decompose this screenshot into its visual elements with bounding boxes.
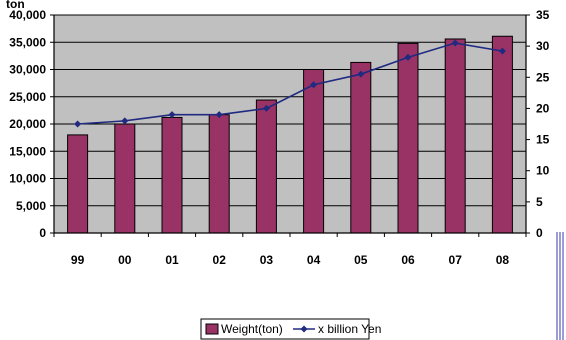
x-tick-label: 99: [71, 253, 85, 267]
x-tick-label: 04: [307, 253, 321, 267]
legend-swatch-marker: [300, 325, 308, 333]
legend-label-yen: x billion Yen: [318, 322, 381, 336]
left-tick-label: 40,000: [9, 8, 46, 22]
line-point: [310, 81, 318, 89]
x-tick-label: 02: [213, 253, 227, 267]
right-tick-label: 35: [536, 8, 550, 22]
bar: [444, 38, 466, 234]
left-tick-label: 20,000: [9, 117, 46, 131]
right-tick-label: 15: [536, 133, 550, 147]
x-tick-label: 05: [354, 253, 368, 267]
bar: [208, 114, 230, 234]
bar: [255, 99, 277, 234]
line-point: [451, 39, 459, 47]
x-tick-label: 08: [496, 253, 510, 267]
legend-label-weight: Weight(ton): [221, 322, 283, 336]
right-tick-label: 0: [536, 226, 543, 240]
bar: [161, 116, 183, 234]
right-tick-label: 25: [536, 70, 550, 84]
x-tick-label: 00: [118, 253, 132, 267]
legend-box: [200, 318, 370, 340]
x-tick-label: 06: [401, 253, 415, 267]
left-tick-label: 15,000: [9, 144, 46, 158]
bar: [350, 61, 372, 234]
right-tick-label: 30: [536, 39, 550, 53]
left-axis-unit-label: ton: [6, 0, 25, 11]
x-tick-label: 01: [165, 253, 179, 267]
left-tick-label: 35,000: [9, 35, 46, 49]
line-point: [168, 111, 176, 119]
right-tick-label: 10: [536, 164, 550, 178]
left-tick-label: 0: [39, 226, 46, 240]
line-point: [74, 120, 82, 128]
line-point: [357, 70, 365, 78]
left-tick-label: 30,000: [9, 63, 46, 77]
line-point: [498, 47, 506, 55]
line-point: [404, 53, 412, 61]
line-point: [121, 117, 129, 125]
bar: [397, 42, 419, 234]
bar: [303, 69, 325, 234]
line-point: [215, 111, 223, 119]
x-tick-label: 07: [449, 253, 463, 267]
left-tick-label: 10,000: [9, 172, 46, 186]
left-tick-label: 25,000: [9, 90, 46, 104]
border-decoration: [556, 232, 564, 340]
bar: [491, 35, 513, 234]
right-tick-label: 5: [536, 195, 543, 209]
x-tick-label: 03: [260, 253, 274, 267]
bar: [114, 123, 136, 234]
line-point: [262, 104, 270, 112]
bar: [67, 134, 89, 234]
legend: Weight(ton) x billion Yen: [200, 318, 381, 340]
right-tick-label: 20: [536, 101, 550, 115]
series-line: [77, 42, 503, 125]
legend-swatch-bar: [205, 323, 219, 335]
left-tick-label: 5,000: [16, 199, 46, 213]
